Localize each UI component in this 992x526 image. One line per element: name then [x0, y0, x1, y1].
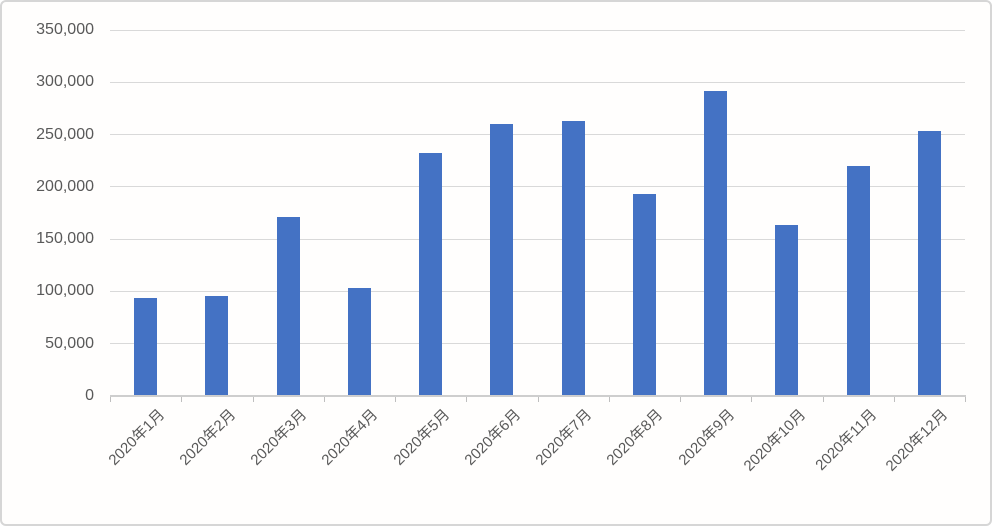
bar-month-11	[846, 166, 870, 396]
bar-month-3	[276, 217, 300, 396]
x-axis-tick	[537, 397, 539, 402]
x-axis-line	[110, 395, 966, 397]
y-tick-label: 250,000	[36, 125, 94, 143]
bar-month-6	[490, 124, 514, 396]
y-tick-label: 350,000	[36, 21, 94, 38]
y-tick-label: 200,000	[36, 177, 94, 195]
gridline	[110, 186, 965, 188]
x-axis-tick	[466, 397, 468, 402]
bar-month-2	[205, 296, 229, 396]
x-axis-tick	[751, 397, 753, 402]
bar-month-1	[134, 298, 158, 396]
x-tick-label: 2020年3月	[247, 406, 311, 469]
y-tick-label: 150,000	[36, 230, 94, 248]
x-tick-label: 2020年2月	[176, 406, 240, 469]
y-tick-label: 50,000	[45, 334, 94, 352]
gridline	[110, 343, 965, 345]
bar-month-4	[347, 288, 371, 396]
y-tick-label: 0	[85, 387, 94, 404]
x-axis-tick	[965, 397, 966, 402]
bar-month-9	[704, 91, 728, 396]
x-axis-tick	[181, 397, 183, 402]
x-axis-tick	[110, 397, 111, 402]
x-tick-label: 2020年12月	[882, 406, 952, 475]
y-tick-label: 100,000	[36, 282, 94, 300]
bar-month-7	[561, 121, 585, 396]
bar-month-12	[917, 131, 941, 396]
x-axis-tick	[680, 397, 681, 402]
gridline	[110, 290, 965, 292]
x-axis-tick	[252, 397, 254, 402]
bar-month-5	[419, 153, 443, 396]
x-tick-label: 2020年1月	[105, 406, 168, 469]
x-tick-label: 2020年5月	[390, 406, 453, 469]
x-tick-label: 2020年9月	[675, 406, 738, 469]
gridline	[110, 81, 965, 83]
x-tick-label: 2020年8月	[603, 406, 667, 469]
gridline	[110, 134, 965, 136]
plot-area	[110, 29, 965, 396]
x-tick-label: 2020年6月	[461, 406, 525, 469]
gridline	[110, 238, 965, 240]
bar-month-8	[632, 194, 656, 396]
x-axis-tick	[822, 397, 824, 402]
x-axis-tick	[893, 397, 895, 402]
x-tick-label: 2020年11月	[812, 406, 881, 474]
x-tick-label: 2020年7月	[532, 406, 596, 469]
gridline	[110, 29, 965, 31]
y-tick-label: 300,000	[36, 73, 94, 91]
x-axis-tick	[608, 397, 610, 402]
x-tick-label: 2020年10月	[740, 406, 810, 475]
bar-month-10	[775, 225, 799, 396]
x-axis-tick	[395, 397, 396, 402]
x-axis-tick	[323, 397, 325, 402]
x-tick-label: 2020年4月	[318, 406, 382, 469]
